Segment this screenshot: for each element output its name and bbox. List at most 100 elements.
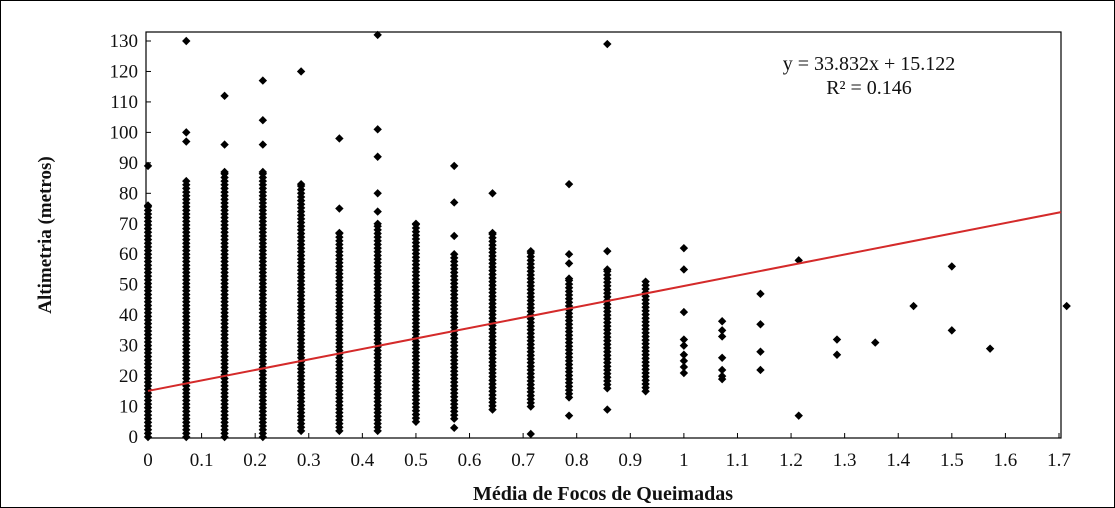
y-tick-label: 120 xyxy=(110,61,139,82)
trendline-equation: y = 33.832x + 15.122 xyxy=(783,53,956,75)
data-point xyxy=(756,347,765,356)
data-point xyxy=(1062,301,1071,311)
data-point xyxy=(450,161,459,171)
data-point xyxy=(373,189,382,198)
y-tick-label: 110 xyxy=(110,92,138,113)
y-tick-label: 50 xyxy=(119,275,138,296)
data-point xyxy=(756,289,765,299)
data-point xyxy=(526,246,535,256)
data-point xyxy=(832,350,842,359)
data-point xyxy=(717,365,727,375)
data-point xyxy=(182,36,191,46)
x-tick-label: 0.1 xyxy=(190,450,214,471)
x-tick-label: 1.5 xyxy=(940,450,964,471)
data-point xyxy=(564,259,574,268)
data-point xyxy=(296,179,306,189)
data-point xyxy=(564,250,574,259)
x-tick-label: 1.3 xyxy=(833,450,857,471)
data-point xyxy=(258,167,268,177)
data-point xyxy=(258,76,268,85)
data-point xyxy=(679,362,689,372)
y-tick-label: 30 xyxy=(119,336,138,357)
data-point xyxy=(564,411,574,420)
data-point xyxy=(909,301,918,311)
data-point xyxy=(220,91,229,101)
data-point xyxy=(947,326,957,335)
data-point xyxy=(832,335,842,344)
x-tick-label: 0.5 xyxy=(404,450,428,471)
y-axis-title: Altimetria (metros) xyxy=(35,156,56,313)
x-tick-label: 1.7 xyxy=(1047,450,1071,471)
y-tick-label: 0 xyxy=(129,427,139,448)
data-point xyxy=(679,356,689,366)
x-axis-title: Média de Focos de Queimadas xyxy=(473,483,733,505)
data-point xyxy=(450,198,459,207)
data-point xyxy=(182,128,191,137)
data-point xyxy=(373,152,382,161)
x-tick-label: 0.3 xyxy=(297,450,321,471)
y-tick-label: 40 xyxy=(119,305,138,326)
data-point xyxy=(679,368,689,378)
data-point xyxy=(985,344,995,353)
data-point xyxy=(335,134,344,143)
data-point xyxy=(564,179,574,189)
data-point xyxy=(564,274,574,283)
data-point xyxy=(373,219,382,228)
data-point xyxy=(603,246,612,256)
data-point xyxy=(411,219,421,228)
x-tick-label: 0.9 xyxy=(618,450,642,471)
data-point xyxy=(871,338,880,347)
data-point xyxy=(182,176,191,186)
data-point xyxy=(794,411,803,420)
data-point xyxy=(717,374,727,384)
data-point xyxy=(717,353,727,362)
data-point xyxy=(335,228,344,238)
data-point xyxy=(756,365,765,375)
x-tick-label: 0.4 xyxy=(350,450,374,471)
data-point xyxy=(947,262,957,271)
data-point xyxy=(679,341,689,350)
y-tick-label: 130 xyxy=(110,31,139,52)
x-tick-label: 1.1 xyxy=(726,450,750,471)
x-tick-label: 1.6 xyxy=(994,450,1018,471)
data-point xyxy=(335,204,344,213)
x-axis: 0 0.1 0.2 0.3 0.4 0.5 0.6 0.7 0.8 0.9 1 1.1 1.2 1.3 1.… xyxy=(143,433,1071,471)
data-point xyxy=(679,243,689,253)
y-tick-label: 70 xyxy=(119,214,138,235)
x-tick-label: 0.2 xyxy=(243,450,267,471)
data-point xyxy=(679,265,689,274)
y-tick-label: 90 xyxy=(119,153,138,174)
data-point xyxy=(679,335,689,344)
x-tick-label: 0 xyxy=(143,450,153,471)
data-point xyxy=(603,39,612,49)
data-point xyxy=(220,140,229,149)
x-tick-label: 0.6 xyxy=(458,450,482,471)
x-tick-label: 0.8 xyxy=(565,450,589,471)
x-tick-label: 1 xyxy=(679,450,689,471)
y-axis: 0 10 20 30 40 50 60 70 80 90 100 110 120 130 xyxy=(110,31,151,448)
data-point xyxy=(756,320,765,329)
data-point xyxy=(373,207,382,216)
trendline-r-squared: R² = 0.146 xyxy=(826,77,912,99)
data-point xyxy=(679,307,689,317)
data-point xyxy=(488,189,497,198)
data-point xyxy=(182,137,191,146)
data-point xyxy=(603,405,612,414)
data-point xyxy=(143,201,153,210)
data-point xyxy=(450,250,459,259)
data-points xyxy=(143,30,1071,442)
x-tick-label: 1.2 xyxy=(779,450,803,471)
data-point xyxy=(373,30,382,40)
data-point xyxy=(143,161,153,171)
data-point xyxy=(717,317,727,326)
data-point xyxy=(603,265,612,274)
data-point xyxy=(220,167,229,177)
data-point xyxy=(641,277,650,286)
y-tick-label: 60 xyxy=(119,244,138,265)
y-tick-label: 10 xyxy=(119,397,138,418)
x-tick-label: 1.4 xyxy=(886,450,910,471)
y-tick-label: 20 xyxy=(119,366,138,387)
